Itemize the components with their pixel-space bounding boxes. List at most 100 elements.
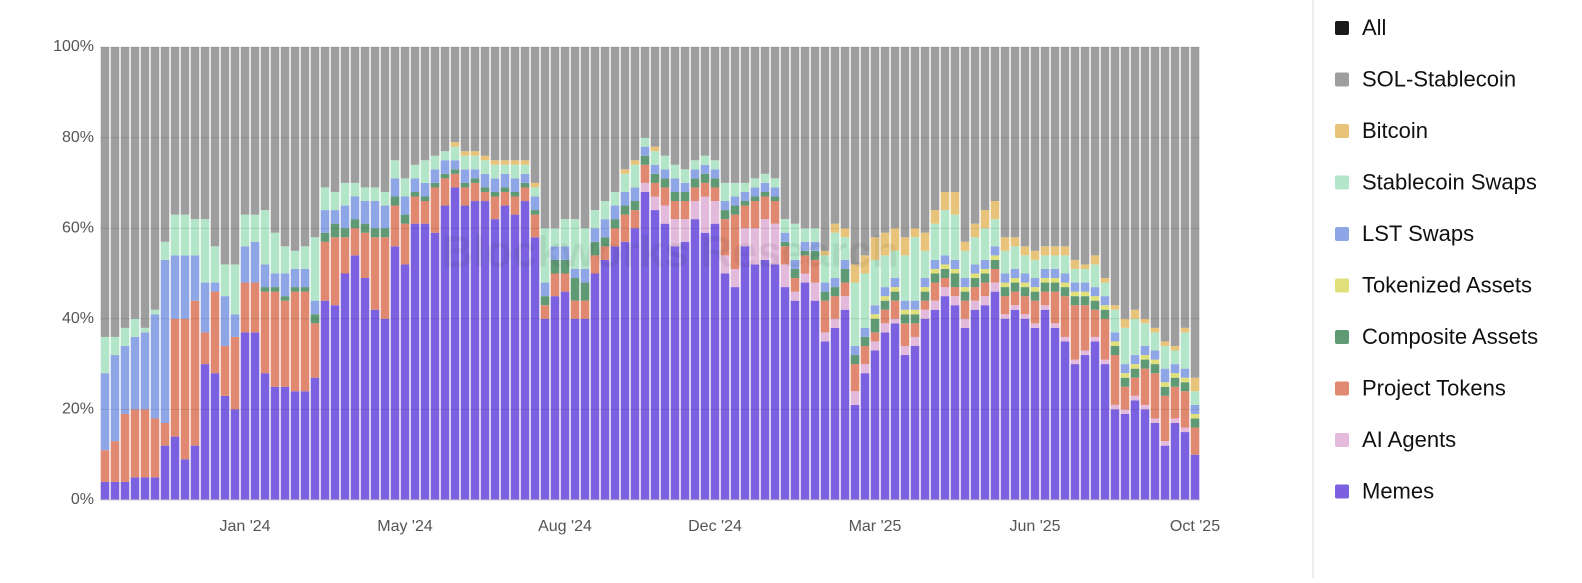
bar-segment [250, 282, 260, 333]
bar-segment [700, 173, 710, 183]
bar-segment [830, 232, 840, 279]
bar-segment [890, 250, 900, 279]
bar-segment [890, 278, 900, 288]
bar-segment [1090, 300, 1100, 310]
bar-segment [580, 282, 590, 301]
legend-swatch [1335, 278, 1349, 293]
bar-segment [960, 291, 970, 301]
bar-segment [760, 259, 770, 500]
bar-segment [690, 160, 700, 170]
bar-segment [870, 259, 880, 306]
bar-segment [850, 47, 860, 265]
bar-segment [820, 282, 830, 292]
bar-segment [840, 47, 850, 229]
bar-segment [160, 241, 170, 260]
bar-segment [1050, 327, 1060, 500]
bar-segment [360, 201, 370, 224]
bar-segment [490, 196, 500, 220]
bar-segment [830, 223, 840, 233]
bar-segment [1080, 350, 1090, 356]
bar-segment [1080, 305, 1090, 351]
bar-segment [790, 259, 800, 269]
bar-segment [220, 395, 230, 500]
bar-segment [330, 237, 340, 306]
bar-segment [770, 187, 780, 197]
bar-segment [1100, 278, 1110, 283]
bar-segment [160, 259, 170, 423]
bar-segment [820, 255, 830, 283]
bar-segment [820, 300, 830, 333]
bar-segment [1140, 404, 1150, 410]
bar-segment [960, 318, 970, 328]
bar-segment [550, 296, 560, 500]
bar-segment [1150, 373, 1160, 419]
bar-segment [660, 47, 670, 156]
bar-segment [830, 318, 840, 328]
bar-segment [1130, 364, 1140, 369]
bar-segment [1170, 386, 1180, 419]
bar-segment [180, 47, 190, 215]
bar-segment [1190, 413, 1200, 419]
bar-segment [430, 232, 440, 501]
bar-segment [1160, 47, 1170, 342]
bar-segment [790, 300, 800, 500]
bar-segment [600, 259, 610, 500]
bar-segment [710, 160, 720, 170]
bar-segment [1000, 273, 1010, 283]
legend-label: LST Swaps [1362, 221, 1474, 246]
bar-segment [370, 187, 380, 202]
bar-segment [690, 187, 700, 202]
bar-segment [670, 201, 680, 220]
bar-segment [770, 201, 780, 224]
bar-segment [660, 205, 670, 224]
bar-segment [750, 47, 760, 179]
bar-segment [520, 173, 530, 183]
bar-segment [1160, 382, 1170, 387]
bar-segment [900, 300, 910, 310]
bar-segment [330, 223, 340, 238]
bar-segment [930, 309, 940, 500]
y-tick-label: 60% [62, 219, 94, 236]
bar-segment [610, 205, 620, 220]
bar-segment [1170, 364, 1180, 374]
bar-segment [950, 191, 960, 215]
bar-segment [630, 160, 640, 165]
bar-segment [220, 47, 230, 265]
bar-segment [810, 47, 820, 229]
bar-segment [560, 259, 570, 274]
bar-segment [730, 287, 740, 500]
bar-segment [1040, 255, 1050, 269]
bar-segment [910, 345, 920, 500]
bar-segment [710, 47, 720, 161]
bar-segment [1130, 395, 1140, 401]
bar-segment [320, 232, 330, 242]
bar-segment [750, 187, 760, 197]
bar-segment [660, 155, 670, 170]
bar-segment [990, 259, 1000, 269]
bar-segment [790, 223, 800, 260]
bar-segment [790, 291, 800, 301]
bar-segment [330, 210, 340, 224]
bar-segment [720, 47, 730, 183]
bar-segment [1140, 359, 1150, 369]
bar-segment [820, 332, 830, 342]
bar-segment [640, 146, 650, 156]
bar-segment [820, 341, 830, 500]
bar-segment [670, 219, 680, 247]
bar-segment [940, 191, 950, 211]
bar-segment [720, 273, 730, 500]
bar-segment [310, 314, 320, 324]
bar-segment [1180, 427, 1190, 433]
bar-segment [580, 47, 590, 229]
bar-segment [1040, 305, 1050, 310]
bar-segment [340, 47, 350, 183]
bar-segment [480, 160, 490, 174]
bar-segment [510, 160, 520, 165]
bar-segment [470, 201, 480, 500]
bar-segment [350, 255, 360, 500]
bar-segment [590, 241, 600, 256]
bar-segment [520, 182, 530, 188]
bar-segment [1120, 373, 1130, 378]
bar-segment [1140, 409, 1150, 500]
bar-segment [850, 282, 860, 346]
